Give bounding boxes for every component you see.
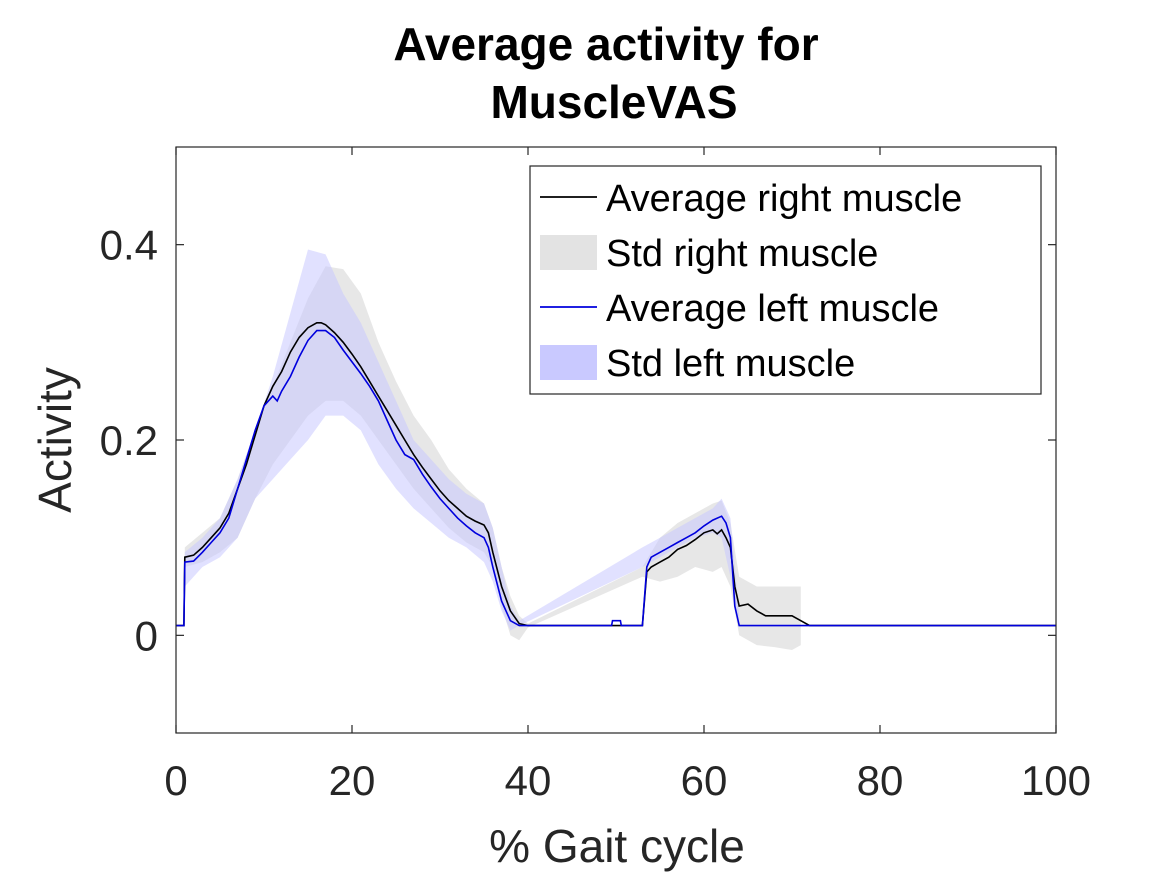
legend-entry-label: Std right muscle [606,233,878,275]
chart-title: Average activity for MuscleVAS [393,18,818,128]
chart-title-line-1: Average activity for [393,18,818,70]
x-tick-label: 100 [1021,757,1091,804]
std-left-muscle-band [184,249,740,631]
axes: 0 20 40 60 80 100 0 0.2 0.4 [100,146,1091,804]
legend-patch-swatch [540,345,597,380]
x-axis-label: % Gait cycle [489,820,745,872]
y-axis-label: Activity [29,367,81,513]
average-right-muscle-line [176,321,1056,627]
y-tick-label: 0.4 [100,222,158,269]
x-tick-label: 0 [164,757,187,804]
chart-title-line-2: MuscleVAS [490,76,737,128]
legend-entry-label: Std left muscle [606,343,855,385]
x-tick-label: 20 [329,757,376,804]
y-tick-label: 0 [135,612,158,659]
y-tick-label: 0.2 [100,417,158,464]
x-tick-label: 80 [857,757,904,804]
plot-area [176,249,1056,650]
legend-patch-swatch [540,235,597,270]
legend-box [529,165,1042,395]
legend: Average right muscle Std right muscle Aver… [529,165,1042,395]
legend-entry-label: Average left muscle [606,288,939,330]
average-left-muscle-line [176,329,1056,627]
x-tick-label: 60 [681,757,728,804]
x-tick-label: 40 [505,757,552,804]
legend-entry-label: Average right muscle [606,178,962,220]
